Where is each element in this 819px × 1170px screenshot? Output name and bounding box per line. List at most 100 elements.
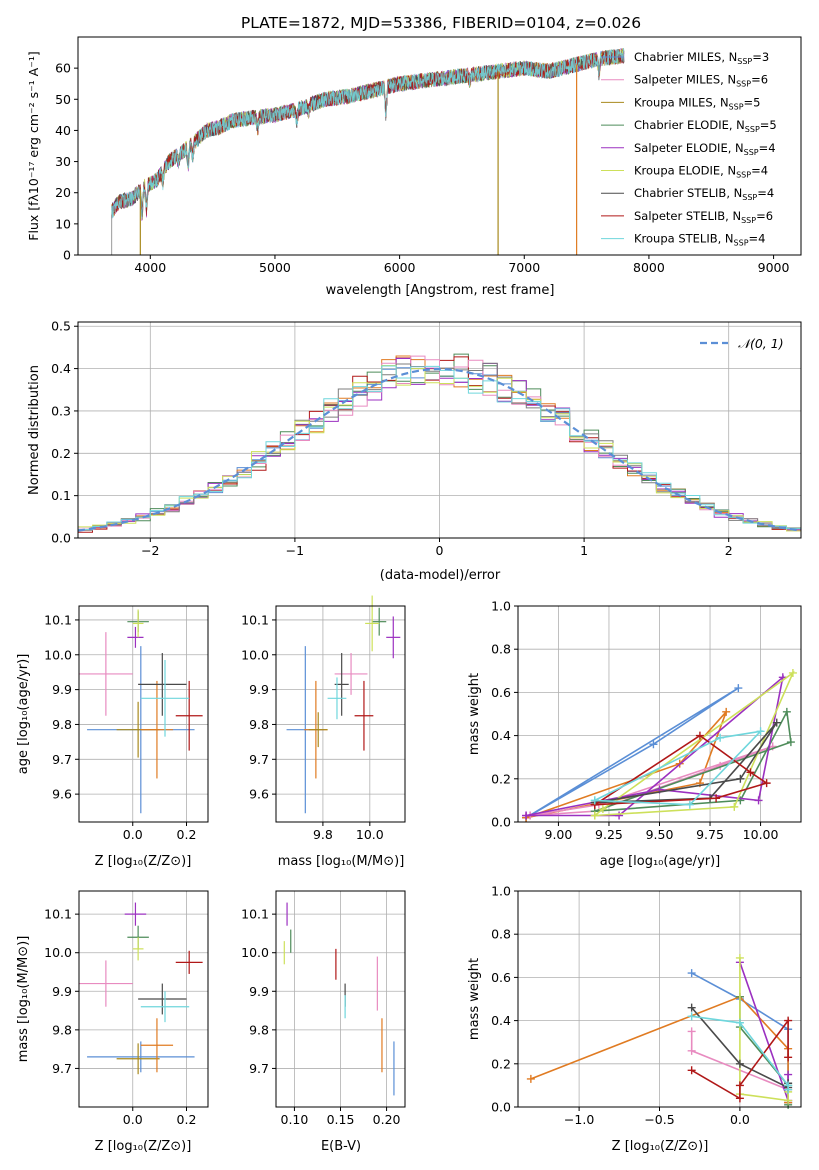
weight-line xyxy=(594,734,769,806)
x-tick-label: 0.0 xyxy=(123,1112,143,1127)
y-tick-label: 60 xyxy=(55,61,71,76)
weight-marker xyxy=(735,1094,744,1103)
x-tick-label: 6000 xyxy=(384,260,416,275)
legend-label: Kroupa STELIB, NSSP=4 xyxy=(634,232,765,248)
mass-vs-EBV-xlabel: E(B-V) xyxy=(321,1139,361,1154)
weight-marker xyxy=(784,1085,793,1094)
weight-marker xyxy=(735,953,744,962)
x-tick-label: 10.0 xyxy=(356,827,384,842)
x-tick-label: −1 xyxy=(286,543,304,558)
spectrum-xlabel: wavelength [Angstrom, rest frame] xyxy=(326,283,555,298)
y-tick-label: 0.6 xyxy=(491,970,511,985)
y-tick-label: 10.0 xyxy=(241,647,269,662)
weight-marker xyxy=(782,707,791,716)
y-tick-label: 9.7 xyxy=(249,1061,269,1076)
weight-marker xyxy=(784,1096,793,1105)
y-tick-label: 0.4 xyxy=(491,1013,511,1028)
x-tick-label: 0.2 xyxy=(177,1112,197,1127)
massweight-vs-age-ylabel: mass weight xyxy=(467,673,482,755)
x-tick-label: 9.50 xyxy=(646,827,674,842)
age-vs-mass-xlabel: mass [log₁₀(M/M⊙)] xyxy=(278,854,405,869)
y-tick-label: 40 xyxy=(55,123,71,138)
x-tick-label: 0.20 xyxy=(373,1112,401,1127)
x-tick-label: 2 xyxy=(725,543,733,558)
massweight-vs-age-xlabel: age [log₁₀(age/yr)] xyxy=(600,854,721,869)
y-tick-label: 30 xyxy=(55,154,71,169)
y-tick-label: 1.0 xyxy=(491,599,511,614)
weight-marker xyxy=(784,1053,793,1062)
massweight-vs-age-panel: 9.00 9.25 9.50 9.75 10.000.00.20.40.60.81.0 … xyxy=(467,599,802,869)
x-tick-label: 9.75 xyxy=(696,827,724,842)
weight-marker xyxy=(754,796,763,805)
x-tick-label: 10.00 xyxy=(743,827,779,842)
residual-xlabel: (data-model)/error xyxy=(380,568,501,583)
y-tick-label: 0.6 xyxy=(491,685,511,700)
weight-marker xyxy=(615,811,624,820)
weight-marker xyxy=(788,668,797,677)
y-tick-label: 0.2 xyxy=(491,771,511,786)
weight-marker xyxy=(649,740,658,749)
weight-marker xyxy=(730,802,739,811)
weight-marker xyxy=(762,779,771,788)
weight-marker xyxy=(772,718,781,727)
y-tick-label: 0.4 xyxy=(51,361,71,376)
weight-marker xyxy=(687,1066,696,1075)
y-tick-label: 10 xyxy=(55,216,71,231)
weight-marker xyxy=(722,707,731,716)
x-tick-label: 7000 xyxy=(508,260,540,275)
x-tick-label: 9.00 xyxy=(545,827,573,842)
weight-marker xyxy=(784,1070,793,1079)
weight-marker xyxy=(687,1012,696,1021)
age-vs-Z-xlabel: Z [log₁₀(Z/Z⊙)] xyxy=(95,854,192,869)
weight-marker xyxy=(735,1081,744,1090)
weight-marker xyxy=(735,1059,744,1068)
weight-marker xyxy=(736,774,745,783)
y-tick-label: 10.1 xyxy=(241,907,269,922)
x-tick-label: 0.0 xyxy=(123,827,143,842)
figure-title: PLATE=1872, MJD=53386, FIBERID=0104, z=0… xyxy=(241,14,641,32)
weight-line xyxy=(525,687,739,819)
legend-label: Chabrier ELODIE, NSSP=5 xyxy=(634,118,777,134)
histograms xyxy=(78,353,801,535)
residual-ylabel: Normed distribution xyxy=(27,365,42,495)
y-tick-label: 10.0 xyxy=(44,647,72,662)
y-tick-label: 0.1 xyxy=(51,488,71,503)
legend-label: Chabrier STELIB, NSSP=4 xyxy=(634,186,774,202)
mass-vs-Z-ylabel: mass [log₁₀(M/M⊙)] xyxy=(16,936,31,1063)
y-tick-label: 20 xyxy=(55,185,71,200)
y-tick-label: 10.1 xyxy=(241,612,269,627)
spectrum-panel: 4000 5000 6000 7000 8000 9000 0 10 20 30 40 50 60 wa… xyxy=(26,36,802,298)
x-tick-label: 4000 xyxy=(134,260,166,275)
y-tick-label: 0.4 xyxy=(491,728,511,743)
weight-line xyxy=(739,996,789,1105)
weight-marker xyxy=(784,1016,793,1025)
x-tick-label: −1.0 xyxy=(564,1112,594,1127)
y-tick-label: 10.0 xyxy=(241,945,269,960)
y-tick-label: 0.2 xyxy=(491,1056,511,1071)
spectrum-lines xyxy=(111,47,625,255)
x-tick-label: 0 xyxy=(436,543,444,558)
spectrum-ylabel: Flux [fλ10⁻¹⁷ erg cm⁻² s⁻¹ A⁻¹] xyxy=(26,51,41,240)
x-tick-label: 0.15 xyxy=(327,1112,355,1127)
y-tick-label: 9.7 xyxy=(52,752,72,767)
weight-marker xyxy=(712,794,721,803)
y-tick-label: 9.9 xyxy=(52,984,72,999)
y-tick-label: 0.8 xyxy=(491,642,511,657)
x-tick-label: 9000 xyxy=(758,260,790,275)
age-vs-Z-panel: 0.0 0.2 9.6 9.7 9.8 9.9 10.0 10.1 Z [log₁₀(Z/Z⊙… xyxy=(16,605,209,869)
residual-panel: −2 −1 0 1 2 0.0 0.1 0.2 0.3 0.4 0.5 (data-model)/e… xyxy=(27,319,802,583)
weight-marker xyxy=(526,1074,535,1083)
age-vs-mass-panel: 9.8 10.0 9.6 9.7 9.8 9.9 10.0 10.1 mass [log₁₀(… xyxy=(241,595,406,869)
x-tick-label: 8000 xyxy=(633,260,665,275)
weight-marker xyxy=(734,684,743,693)
y-tick-label: 0.0 xyxy=(51,531,71,546)
y-tick-label: 0.8 xyxy=(491,927,511,942)
y-tick-label: 9.8 xyxy=(52,1022,72,1037)
x-tick-label: 0.2 xyxy=(177,827,197,842)
x-tick-label: 0.0 xyxy=(730,1112,750,1127)
y-tick-label: 9.6 xyxy=(52,787,72,802)
x-tick-label: 0.10 xyxy=(281,1112,309,1127)
mass-vs-EBV-panel: 0.10 0.15 0.20 9.7 9.8 9.9 10.0 10.1 E(B-V) xyxy=(241,890,406,1154)
weight-marker xyxy=(687,1046,696,1055)
weight-marker xyxy=(695,731,704,740)
